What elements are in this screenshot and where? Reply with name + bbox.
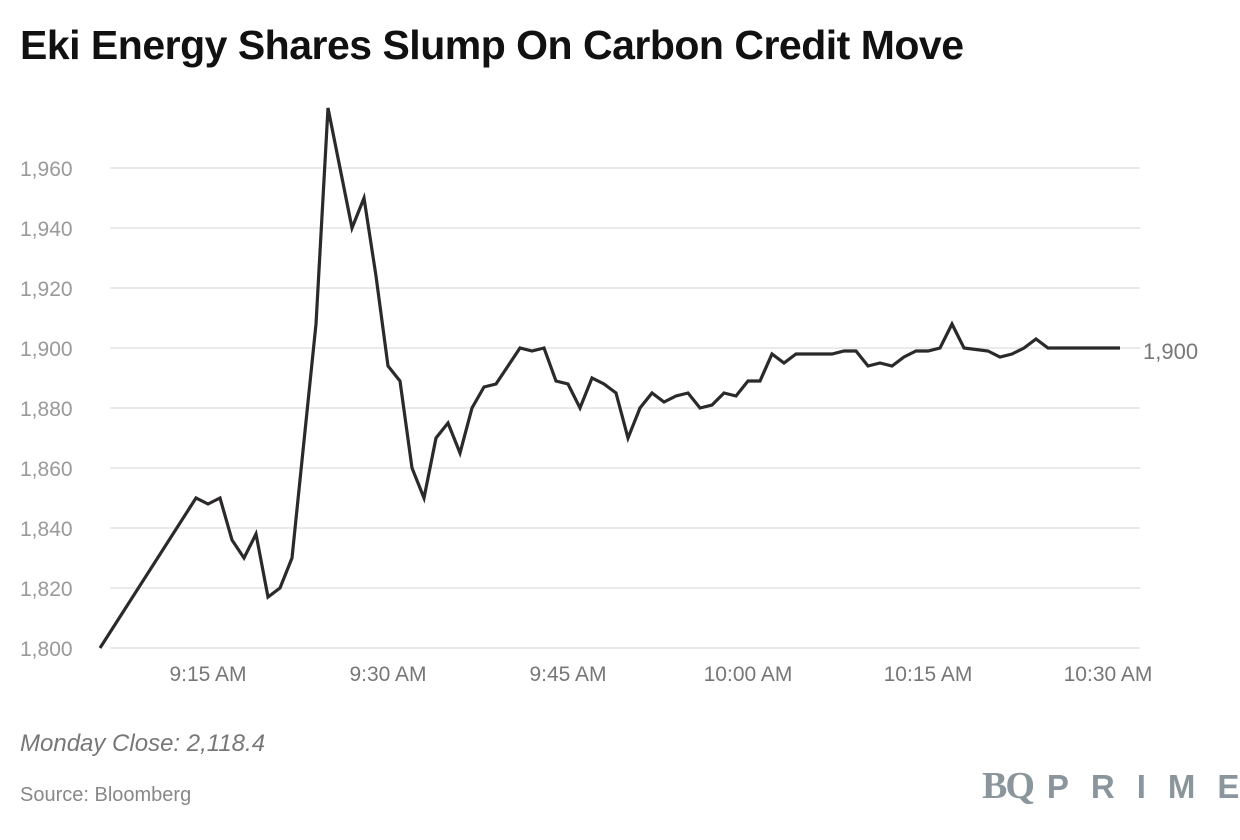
previous-close-note: Monday Close: 2,118.4 [20, 730, 266, 757]
y-tick-label: 1,920 [20, 278, 73, 301]
bq-prime-logo: BQ PRIME [982, 765, 1240, 807]
x-tick-label: 10:15 AM [884, 663, 973, 686]
y-tick-label: 1,820 [20, 578, 73, 601]
price-line [98, 107, 1120, 649]
x-tick-label: 9:30 AM [349, 663, 426, 686]
x-tick-label: 10:00 AM [704, 663, 793, 686]
y-tick-label: 1,860 [20, 458, 73, 481]
line-chart: 1,800 1,820 1,840 1,860 1,880 1,900 1,920 1,940… [20, 107, 1198, 686]
y-tick-label: 1,880 [20, 398, 73, 421]
y-tick-label: 1,940 [20, 218, 73, 241]
x-tick-label: 10:30 AM [1064, 663, 1153, 686]
source-label: Source: Bloomberg [20, 784, 192, 806]
y-tick-label: 1,840 [20, 518, 73, 541]
chart-title: Eki Energy Shares Slump On Carbon Credit… [20, 22, 964, 68]
last-value-label: 1,900 [1143, 339, 1198, 364]
y-tick-label: 1,960 [20, 158, 73, 181]
x-tick-label: 9:15 AM [169, 663, 246, 686]
y-tick-label: 1,800 [20, 638, 73, 661]
y-tick-label: 1,900 [20, 338, 73, 361]
x-tick-label: 9:45 AM [529, 663, 606, 686]
